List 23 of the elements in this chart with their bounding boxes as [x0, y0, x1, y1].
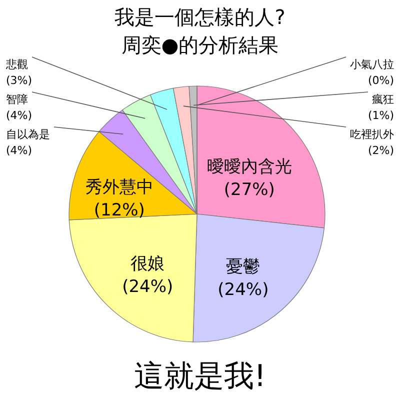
slice-label: 自以為是: [6, 128, 50, 141]
data-label: (1%): [368, 109, 394, 122]
slice-label: 悲觀: [5, 58, 28, 71]
data-label: (4%): [6, 109, 32, 122]
slice-label: 很娘: [130, 254, 165, 274]
slice-label: 秀外慧中: [85, 178, 154, 198]
slice-label: 智障: [6, 93, 28, 106]
data-label: (27%): [224, 180, 275, 200]
data-label: (24%): [122, 277, 174, 298]
slice-label: 吃裡扒外: [350, 128, 394, 141]
data-label: (4%): [6, 144, 32, 157]
data-label: (12%): [94, 200, 145, 221]
text: (0%): [368, 74, 394, 87]
slice-label: 曖曖內含光: [206, 157, 292, 177]
text: 這就是我!: [134, 359, 266, 394]
slice-label: 瘋狂: [372, 93, 394, 106]
data-label: (2%): [368, 144, 394, 157]
category-label: 小氣八拉: [350, 58, 394, 71]
data-label: (3%): [6, 74, 32, 87]
data-label: (24%): [218, 280, 269, 300]
chart-subtitle: 周奕●的分析結果: [121, 33, 279, 57]
chart-title: 我是一個怎樣的人?: [114, 5, 286, 29]
slice-label: 憂鬱: [226, 257, 260, 278]
